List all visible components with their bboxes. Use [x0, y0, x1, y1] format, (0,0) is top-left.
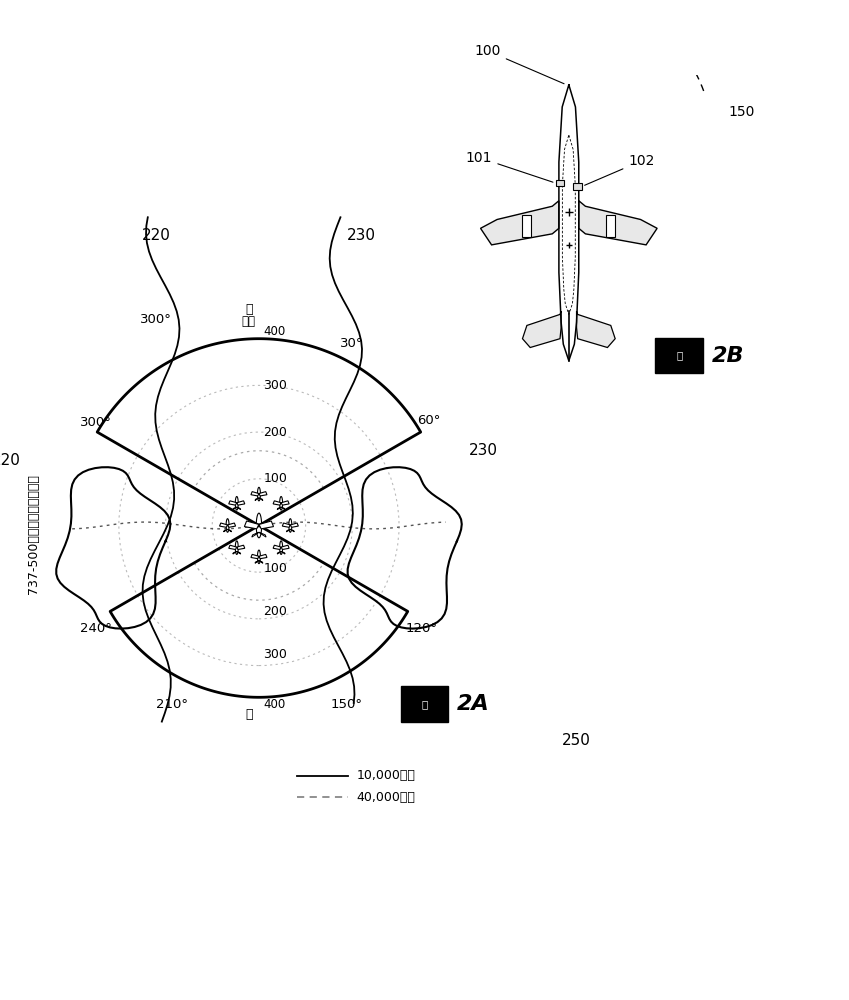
- Text: 220: 220: [142, 228, 171, 243]
- Polygon shape: [259, 561, 263, 563]
- Text: 300°: 300°: [140, 313, 171, 326]
- Polygon shape: [245, 521, 259, 529]
- Polygon shape: [281, 501, 290, 505]
- Polygon shape: [259, 492, 267, 496]
- Polygon shape: [579, 201, 657, 245]
- Polygon shape: [251, 554, 259, 559]
- Text: 300°: 300°: [80, 416, 112, 429]
- Polygon shape: [228, 523, 235, 527]
- Text: 英里: 英里: [242, 315, 256, 328]
- Text: 150°: 150°: [330, 698, 363, 711]
- Text: 400: 400: [263, 325, 285, 338]
- Polygon shape: [237, 501, 245, 505]
- Text: 220: 220: [0, 453, 21, 468]
- Bar: [573, 183, 582, 190]
- Polygon shape: [255, 498, 259, 501]
- Bar: [522, 215, 531, 237]
- Text: 150: 150: [728, 105, 756, 119]
- Text: 40,000英尺: 40,000英尺: [357, 791, 415, 804]
- Text: 2B: 2B: [711, 346, 744, 366]
- Text: 200: 200: [263, 605, 287, 618]
- Text: 图: 图: [421, 699, 428, 709]
- Text: 2A: 2A: [457, 694, 490, 714]
- Text: 400: 400: [263, 698, 285, 711]
- Polygon shape: [277, 551, 281, 554]
- Polygon shape: [286, 529, 290, 532]
- Text: 前: 前: [245, 303, 252, 316]
- Text: 后: 后: [245, 708, 252, 721]
- Bar: [555, 180, 565, 186]
- Text: 120°: 120°: [406, 622, 438, 635]
- Polygon shape: [290, 523, 298, 527]
- Text: 737-500前前部天线水平遮挡: 737-500前前部天线水平遮挡: [27, 474, 41, 594]
- Polygon shape: [237, 551, 241, 554]
- Text: 101: 101: [466, 151, 553, 182]
- Polygon shape: [255, 561, 259, 563]
- Polygon shape: [259, 521, 273, 529]
- Text: 10,000英尺: 10,000英尺: [357, 769, 415, 782]
- Text: 300: 300: [263, 648, 287, 661]
- Polygon shape: [252, 532, 259, 537]
- Polygon shape: [233, 507, 237, 510]
- Text: 100: 100: [263, 562, 287, 575]
- Polygon shape: [522, 311, 561, 348]
- Text: 102: 102: [585, 154, 655, 185]
- Polygon shape: [228, 529, 232, 532]
- Text: 250: 250: [562, 733, 591, 748]
- Text: 30°: 30°: [340, 337, 363, 350]
- Polygon shape: [481, 201, 559, 245]
- Text: 100: 100: [475, 44, 564, 84]
- Polygon shape: [259, 554, 267, 559]
- Polygon shape: [290, 529, 295, 532]
- Polygon shape: [273, 545, 281, 550]
- Polygon shape: [281, 545, 290, 550]
- Polygon shape: [237, 545, 245, 550]
- Polygon shape: [259, 532, 266, 537]
- Polygon shape: [273, 501, 281, 505]
- Polygon shape: [220, 523, 228, 527]
- Text: 230: 230: [469, 443, 498, 458]
- Bar: [606, 215, 616, 237]
- Text: 图: 图: [676, 351, 683, 361]
- Polygon shape: [283, 523, 290, 527]
- Polygon shape: [228, 545, 237, 550]
- Polygon shape: [233, 551, 237, 554]
- Text: 210°: 210°: [155, 698, 188, 711]
- Text: 230: 230: [347, 228, 376, 243]
- FancyBboxPatch shape: [655, 338, 703, 373]
- Polygon shape: [251, 492, 259, 496]
- Polygon shape: [237, 507, 241, 510]
- Polygon shape: [576, 311, 616, 348]
- Polygon shape: [281, 551, 285, 554]
- Polygon shape: [223, 529, 228, 532]
- Polygon shape: [228, 501, 237, 505]
- Text: 200: 200: [263, 426, 287, 439]
- Text: 240°: 240°: [80, 622, 112, 635]
- Text: 100: 100: [263, 472, 287, 485]
- Text: 60°: 60°: [417, 414, 441, 427]
- Polygon shape: [259, 498, 263, 501]
- Polygon shape: [281, 507, 285, 510]
- FancyBboxPatch shape: [401, 686, 448, 722]
- Text: 300: 300: [263, 379, 287, 392]
- Polygon shape: [277, 507, 281, 510]
